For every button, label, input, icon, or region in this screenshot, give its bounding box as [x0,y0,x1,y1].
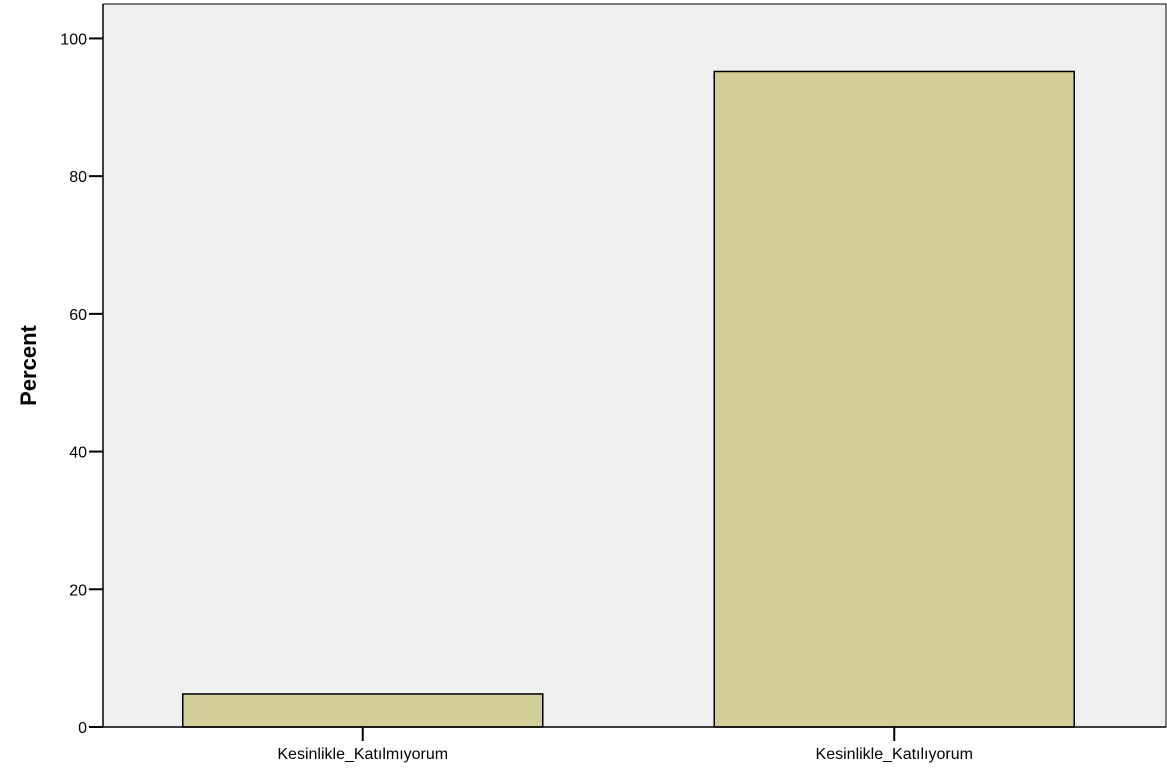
x-tick-label: Kesinlikle_Katılmıyorum [277,746,448,763]
bar-2 [713,70,1075,728]
bar-1 [182,693,544,728]
y-tick-label: 60 [69,307,87,324]
y-axis-title: Percent [16,324,41,405]
x-tick-label: Kesinlikle_Katılıyorum [816,746,973,763]
y-tick-label: 40 [69,445,87,462]
x-axis: Kesinlikle_Katılmıyorum Kesinlikle_Katılı… [103,726,1166,763]
y-tick-label: 0 [78,720,87,737]
y-tick-label: 80 [69,169,87,186]
y-tick-label: 100 [60,31,87,48]
y-tick-label: 20 [69,582,87,599]
y-axis: 0 20 40 60 80 100 [60,4,104,737]
bars-group [182,70,1075,728]
